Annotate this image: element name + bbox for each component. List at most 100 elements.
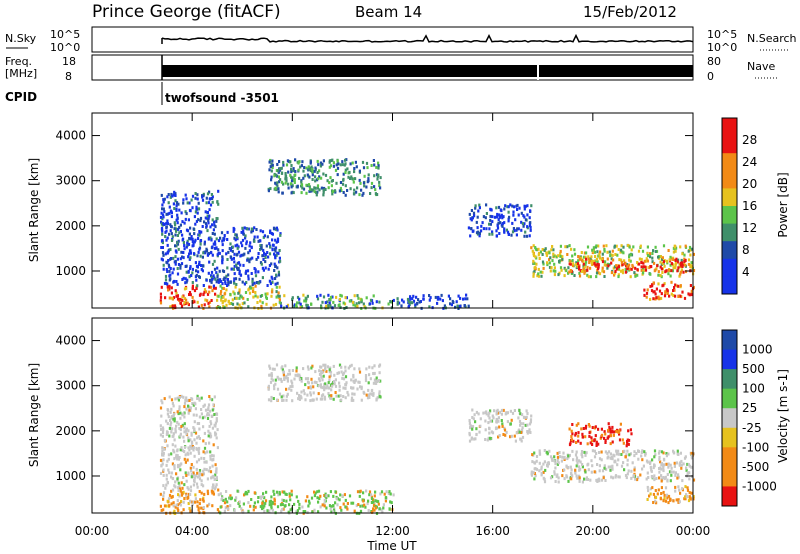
range-cell bbox=[236, 302, 239, 306]
range-cell bbox=[630, 267, 633, 271]
range-cell bbox=[667, 462, 670, 466]
colorbar-swatch bbox=[722, 408, 737, 429]
colorbar-swatch bbox=[722, 447, 737, 468]
range-cell bbox=[216, 508, 219, 512]
range-cell bbox=[362, 302, 365, 306]
range-cell bbox=[475, 432, 478, 436]
range-cell bbox=[232, 256, 235, 260]
range-cell bbox=[198, 437, 201, 440]
range-cell bbox=[257, 239, 260, 243]
range-cell bbox=[164, 235, 167, 238]
range-cell bbox=[550, 248, 553, 252]
range-cell bbox=[371, 510, 374, 514]
range-cell bbox=[274, 186, 277, 190]
range-cell bbox=[595, 275, 598, 279]
range-cell bbox=[210, 476, 213, 480]
range-cell bbox=[679, 451, 682, 455]
range-cell bbox=[300, 183, 304, 187]
range-cell bbox=[199, 216, 203, 220]
range-cell bbox=[617, 267, 620, 271]
range-cell bbox=[160, 246, 163, 249]
range-cell bbox=[359, 181, 362, 185]
range-cell bbox=[647, 489, 650, 493]
range-cell bbox=[259, 247, 262, 251]
range-cell bbox=[300, 191, 303, 195]
range-cell bbox=[589, 259, 592, 263]
range-cell bbox=[332, 510, 335, 514]
range-cell bbox=[194, 238, 197, 242]
range-cell bbox=[619, 269, 623, 273]
range-cell bbox=[546, 263, 549, 267]
range-cell bbox=[661, 271, 664, 274]
range-cell bbox=[211, 408, 214, 412]
range-cell bbox=[633, 475, 637, 478]
range-cell bbox=[375, 382, 378, 385]
range-cell bbox=[192, 448, 195, 452]
colorbar-tick-label: 24 bbox=[742, 155, 757, 169]
range-cell bbox=[181, 423, 184, 427]
range-cell bbox=[486, 438, 489, 442]
range-cell bbox=[169, 410, 172, 414]
range-cell bbox=[517, 213, 520, 217]
range-cell bbox=[667, 249, 670, 252]
range-cell bbox=[176, 396, 179, 400]
range-cell bbox=[379, 395, 382, 399]
range-cell bbox=[660, 267, 663, 271]
range-cell bbox=[402, 300, 405, 304]
range-cell bbox=[373, 174, 376, 178]
range-cell bbox=[283, 490, 286, 494]
range-cell bbox=[493, 215, 496, 219]
range-cell bbox=[183, 302, 186, 306]
range-cell bbox=[185, 212, 188, 216]
range-cell bbox=[344, 498, 347, 502]
range-cell bbox=[207, 237, 210, 241]
range-cell bbox=[161, 213, 165, 217]
range-cell bbox=[649, 487, 652, 491]
range-cell bbox=[215, 483, 218, 487]
range-cell bbox=[654, 496, 658, 499]
range-cell bbox=[511, 230, 515, 234]
range-cell bbox=[215, 477, 218, 481]
range-cell bbox=[184, 210, 187, 214]
range-cell bbox=[332, 397, 335, 401]
range-cell bbox=[215, 246, 218, 250]
range-cell bbox=[443, 304, 446, 308]
range-cell bbox=[422, 297, 425, 301]
range-cell bbox=[300, 305, 304, 309]
range-cell bbox=[270, 399, 273, 403]
range-cell bbox=[497, 218, 500, 222]
range-cell bbox=[544, 468, 547, 472]
range-cell bbox=[264, 501, 267, 505]
range-cell bbox=[203, 240, 206, 244]
range-cell bbox=[161, 251, 165, 255]
range-cell bbox=[622, 441, 625, 445]
range-cell bbox=[209, 457, 212, 461]
range-cell bbox=[196, 300, 199, 304]
range-cell bbox=[358, 367, 361, 371]
range-cell bbox=[271, 159, 274, 163]
range-cell bbox=[380, 490, 384, 494]
range-cell bbox=[265, 490, 268, 494]
range-cell bbox=[383, 492, 386, 496]
range-cell bbox=[337, 371, 340, 375]
range-cell bbox=[526, 225, 529, 229]
range-cell bbox=[321, 386, 324, 390]
range-cell bbox=[239, 294, 242, 298]
range-cell bbox=[176, 410, 179, 414]
range-cell bbox=[165, 221, 168, 225]
range-cell bbox=[517, 416, 520, 420]
range-cell bbox=[576, 461, 579, 465]
range-cell bbox=[572, 458, 575, 462]
range-cell bbox=[196, 284, 199, 288]
range-cell bbox=[215, 412, 219, 416]
range-cell bbox=[350, 299, 353, 303]
range-cell bbox=[194, 196, 197, 200]
range-cell bbox=[597, 244, 600, 248]
range-cell bbox=[292, 167, 295, 171]
range-cell bbox=[507, 210, 510, 214]
range-cell bbox=[189, 438, 192, 442]
range-cell bbox=[241, 510, 244, 514]
range-cell bbox=[522, 422, 525, 426]
range-cell bbox=[652, 501, 655, 504]
range-cell bbox=[455, 300, 458, 304]
